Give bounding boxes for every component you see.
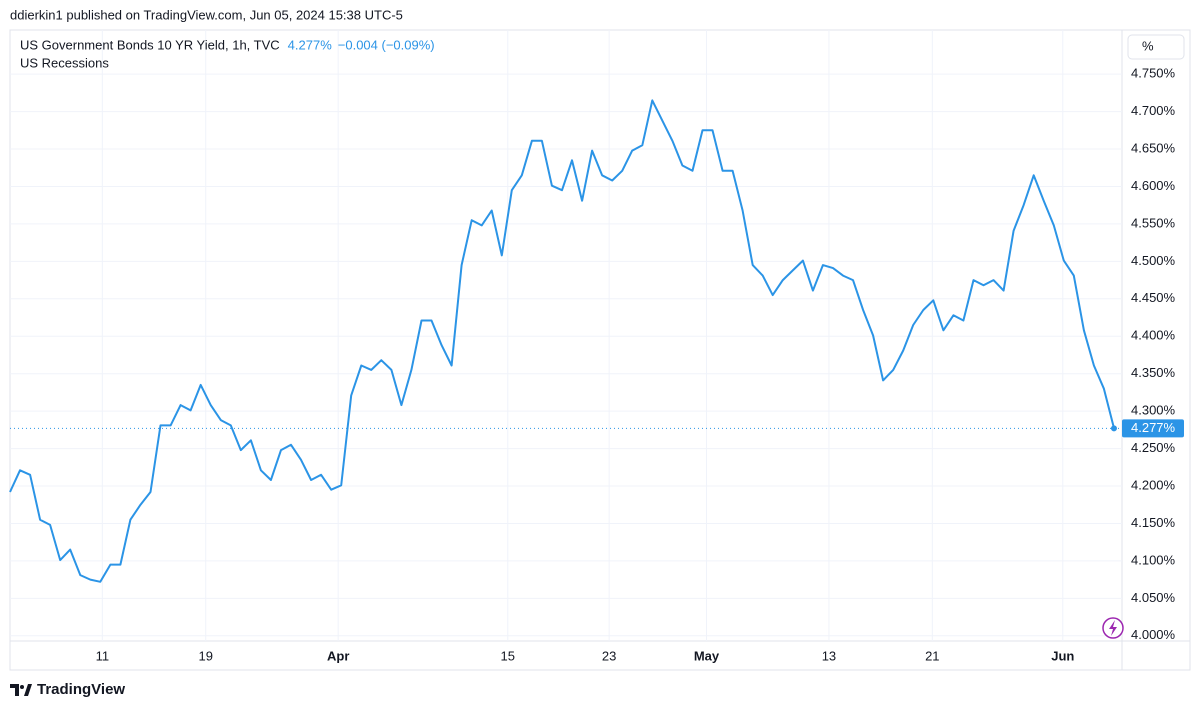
y-tick-label: 4.150% bbox=[1131, 515, 1176, 530]
last-point bbox=[1110, 425, 1117, 432]
y-tick-label: 4.550% bbox=[1131, 215, 1176, 230]
footer-brand: TradingView bbox=[37, 681, 125, 698]
y-tick-label: 4.600% bbox=[1131, 178, 1176, 193]
logo bbox=[10, 684, 32, 696]
x-tick-label: 15 bbox=[501, 648, 515, 663]
y-tick-label: 4.450% bbox=[1131, 290, 1176, 305]
y-tick-label: 4.100% bbox=[1131, 552, 1176, 567]
unit-label[interactable]: % bbox=[1142, 38, 1154, 53]
legend-title: US Government Bonds 10 YR Yield, 1h, TVC bbox=[20, 37, 280, 52]
plot bbox=[9, 99, 1122, 583]
frame bbox=[9, 29, 1191, 671]
x-tick-label: 23 bbox=[602, 648, 616, 663]
y-tick-label: 4.250% bbox=[1131, 440, 1176, 455]
x-tick-label: 11 bbox=[96, 648, 110, 663]
y-tick-label: 4.000% bbox=[1131, 627, 1176, 642]
legend-price: 4.277% bbox=[288, 37, 333, 52]
overlay-label: US Recessions bbox=[20, 55, 109, 70]
legend-change: −0.004 (−0.09%) bbox=[338, 37, 435, 52]
grid bbox=[10, 30, 1122, 641]
x-tick-label: 13 bbox=[822, 648, 836, 663]
y-tick-label: 4.700% bbox=[1131, 103, 1176, 118]
y-tick-label: 4.750% bbox=[1131, 66, 1176, 81]
y-tick-label: 4.400% bbox=[1131, 328, 1176, 343]
y-tick-label: 4.300% bbox=[1131, 403, 1176, 418]
x-tick-label: Apr bbox=[327, 648, 349, 663]
x-tick-label: May bbox=[694, 648, 720, 663]
header: ddierkin1 published on TradingView.com, … bbox=[10, 7, 403, 22]
alert-bolt bbox=[1109, 620, 1117, 636]
last-price-label: 4.277% bbox=[1131, 420, 1176, 435]
y-tick-label: 4.650% bbox=[1131, 140, 1176, 155]
y-tick-label: 4.350% bbox=[1131, 365, 1176, 380]
x-tick-label: Jun bbox=[1051, 648, 1074, 663]
x-tick-label: 21 bbox=[925, 648, 939, 663]
unit-button[interactable] bbox=[1127, 34, 1185, 60]
x-tick-label: 19 bbox=[198, 648, 212, 663]
last-price-tag bbox=[1122, 419, 1184, 438]
y-tick-label: 4.500% bbox=[1131, 253, 1176, 268]
y-tick-label: 4.050% bbox=[1131, 590, 1176, 605]
price-line bbox=[9, 99, 1115, 583]
y-tick-label: 4.200% bbox=[1131, 477, 1176, 492]
